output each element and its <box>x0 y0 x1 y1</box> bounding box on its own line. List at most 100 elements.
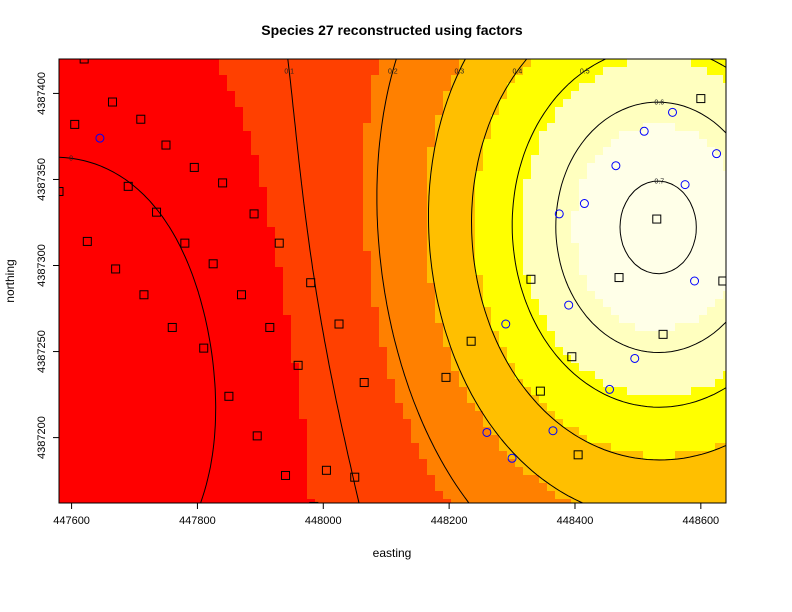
heatmap-cell <box>379 147 388 156</box>
heatmap-cell <box>123 443 132 452</box>
heatmap-cell <box>579 267 588 276</box>
heatmap-cell <box>691 83 700 92</box>
heatmap-cell <box>331 267 340 276</box>
heatmap-cell <box>291 475 300 484</box>
heatmap-cell <box>467 147 476 156</box>
heatmap-cell <box>187 331 196 340</box>
heatmap-cell <box>483 323 492 332</box>
heatmap-cell <box>59 355 68 364</box>
heatmap-cell <box>523 155 532 164</box>
heatmap-cell <box>67 363 76 372</box>
heatmap-cell <box>395 483 404 492</box>
heatmap-cell <box>203 291 212 300</box>
heatmap-cell <box>251 131 260 140</box>
heatmap-cell <box>299 283 308 292</box>
heatmap-cell <box>83 91 92 100</box>
heatmap-cell <box>147 347 156 356</box>
heatmap-cell <box>403 91 412 100</box>
heatmap-cell <box>603 83 612 92</box>
heatmap-cell <box>331 59 340 68</box>
heatmap-cell <box>443 283 452 292</box>
heatmap-cell <box>515 363 524 372</box>
heatmap-cell <box>675 203 684 212</box>
heatmap-cell <box>171 467 180 476</box>
circle-marker <box>579 199 589 209</box>
heatmap-cell <box>115 155 124 164</box>
heatmap-cell <box>235 211 244 220</box>
heatmap-cell <box>195 267 204 276</box>
heatmap-cell <box>707 187 716 196</box>
heatmap-cell <box>163 323 172 332</box>
heatmap-cell <box>603 267 612 276</box>
heatmap-cell <box>187 467 196 476</box>
heatmap-cell <box>323 147 332 156</box>
heatmap-cell <box>323 179 332 188</box>
heatmap-cell <box>435 315 444 324</box>
heatmap-cell <box>387 267 396 276</box>
heatmap-cell <box>75 99 84 108</box>
heatmap-cell <box>395 347 404 356</box>
heatmap-cell <box>115 315 124 324</box>
heatmap-cell <box>619 299 628 308</box>
heatmap-cell <box>227 139 236 148</box>
x-tick-label: 448200 <box>431 515 468 527</box>
heatmap-cell <box>635 419 644 428</box>
heatmap-cell <box>555 291 564 300</box>
heatmap-cell <box>155 291 164 300</box>
heatmap-cell <box>651 315 660 324</box>
heatmap-cell <box>683 179 692 188</box>
heatmap-cell <box>659 347 668 356</box>
heatmap-cell <box>411 275 420 284</box>
heatmap-cell <box>131 363 140 372</box>
heatmap-cell <box>195 99 204 108</box>
heatmap-cell <box>331 451 340 460</box>
heatmap-cell <box>443 107 452 116</box>
heatmap-cell <box>579 163 588 172</box>
heatmap-cell <box>667 435 676 444</box>
heatmap-cell <box>275 323 284 332</box>
heatmap-cell <box>323 395 332 404</box>
heatmap-cell <box>579 347 588 356</box>
heatmap-cell <box>467 107 476 116</box>
heatmap-cell <box>707 155 716 164</box>
heatmap-cell <box>707 427 716 436</box>
heatmap-cell <box>75 331 84 340</box>
heatmap-cell <box>667 371 676 380</box>
heatmap-cell <box>251 387 260 396</box>
heatmap-cell <box>651 299 660 308</box>
heatmap-cell <box>387 131 396 140</box>
heatmap-cell <box>307 467 316 476</box>
heatmap-cell <box>643 443 652 452</box>
heatmap-cell <box>323 491 332 500</box>
heatmap-cell <box>355 411 364 420</box>
heatmap-cell <box>131 275 140 284</box>
heatmap-cell <box>219 339 228 348</box>
heatmap-cell <box>139 307 148 316</box>
heatmap-cell <box>451 499 460 503</box>
heatmap-cell <box>523 211 532 220</box>
heatmap-cell <box>99 315 108 324</box>
heatmap-cell <box>483 387 492 396</box>
heatmap-cell <box>227 187 236 196</box>
heatmap-cell <box>307 147 316 156</box>
heatmap-cell <box>123 123 132 132</box>
heatmap-cell <box>67 179 76 188</box>
heatmap-cell <box>179 499 188 503</box>
heatmap-cell <box>323 339 332 348</box>
heatmap-cell <box>587 339 596 348</box>
heatmap-cell <box>619 371 628 380</box>
heatmap-cell <box>251 307 260 316</box>
heatmap-cell <box>243 371 252 380</box>
heatmap-cell <box>163 483 172 492</box>
heatmap-cell <box>371 219 380 228</box>
heatmap-cell <box>59 195 68 204</box>
heatmap-cell <box>67 315 76 324</box>
heatmap-cell <box>387 291 396 300</box>
heatmap-cell <box>723 307 726 316</box>
heatmap-cell <box>283 323 292 332</box>
heatmap-cell <box>411 371 420 380</box>
heatmap-cell <box>579 219 588 228</box>
heatmap-cell <box>627 235 636 244</box>
heatmap-cell <box>483 123 492 132</box>
heatmap-cell <box>67 371 76 380</box>
